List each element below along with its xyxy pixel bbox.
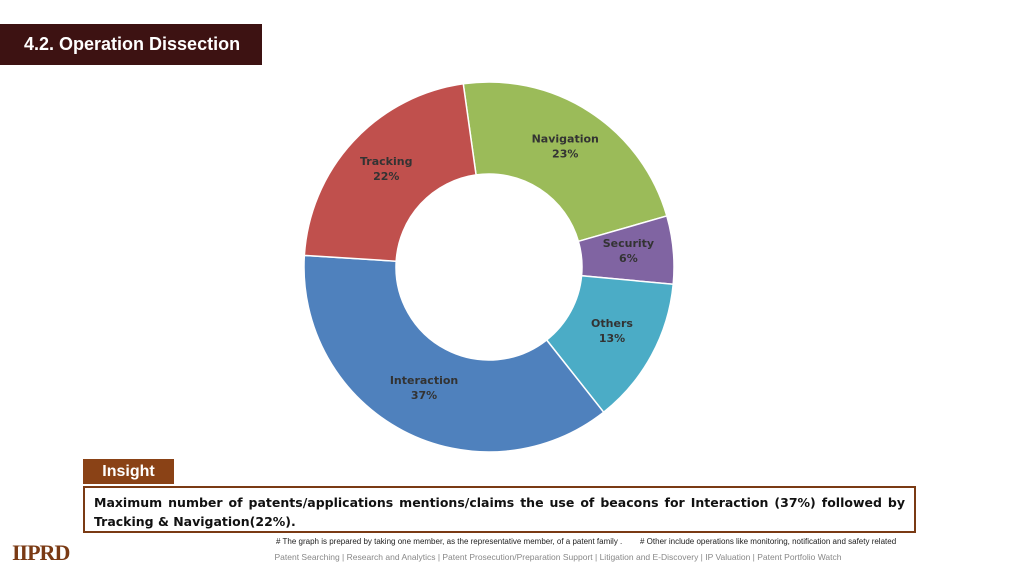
slice-value-label: 6%	[619, 252, 638, 265]
slice-value-label: 22%	[373, 170, 399, 183]
pie-slice	[303, 82, 477, 262]
footnote: # Other include operations like monitori…	[640, 537, 897, 546]
pie-slice	[462, 81, 668, 243]
footer: Patent Searching | Research and Analytic…	[274, 552, 842, 562]
insight-text: Maximum number of patents/applications m…	[83, 486, 916, 533]
logo: IIPRD	[12, 540, 70, 565]
footnote: # The graph is prepared by taking one me…	[276, 537, 623, 546]
slice-value-label: 23%	[552, 148, 578, 161]
slice-value-label: 13%	[599, 332, 625, 345]
insight-label: Insight	[83, 459, 174, 484]
slice-value-label: 37%	[411, 389, 437, 402]
slice-label: Interaction	[390, 374, 458, 387]
pie-slice	[303, 254, 605, 453]
slice-label: Others	[591, 317, 633, 330]
chart: Navigation 23% Security 6% Others 13% Interact…	[303, 81, 675, 453]
slice-label: Security	[603, 237, 654, 250]
slide-title: 4.2. Operation Dissection	[0, 24, 262, 65]
slice-label: Navigation	[532, 133, 599, 146]
slice-label: Tracking	[360, 155, 412, 168]
